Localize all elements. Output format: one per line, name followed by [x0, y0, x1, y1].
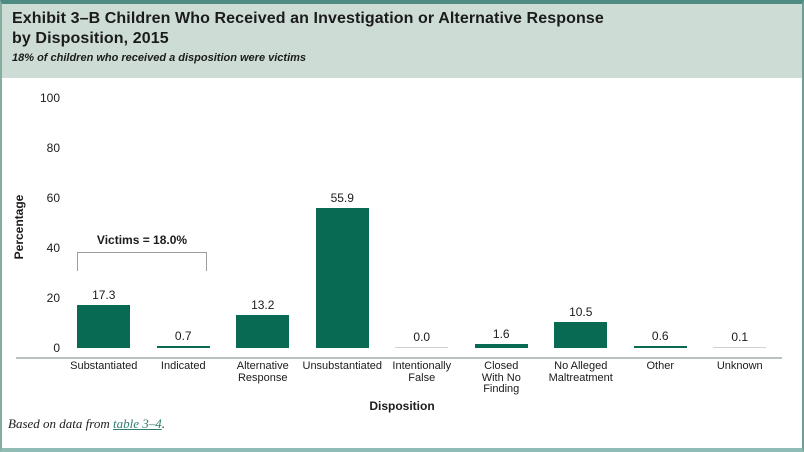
category-label-alternative-response: Alternative Response: [236, 360, 289, 384]
exhibit-header: Exhibit 3–B Children Who Received an Inv…: [2, 4, 802, 78]
value-label-substantiated: 17.3: [92, 288, 116, 302]
victims-bracket: [77, 252, 207, 271]
category-label-unknown: Unknown: [716, 360, 763, 372]
bar-indicated: [156, 346, 210, 348]
value-label-alternative-response: 13.2: [251, 298, 275, 312]
value-label-intentionally-false: 0.0: [413, 330, 431, 344]
bar-unknown: [713, 347, 767, 348]
value-label-unknown: 0.1: [731, 330, 749, 344]
bar-closed-with-no-finding: [474, 344, 528, 348]
value-label-unsubstantiated: 55.9: [330, 191, 354, 205]
y-tick-label-60: 60: [46, 191, 60, 205]
value-label-indicated: 0.7: [174, 329, 192, 343]
value-label-no-alleged-maltreatment: 10.5: [569, 305, 593, 319]
bar-other: [633, 346, 687, 348]
victims-annotation-label: Victims = 18.0%: [96, 233, 188, 247]
y-tick-label-80: 80: [46, 141, 60, 155]
value-label-other: 0.6: [651, 329, 669, 343]
category-label-unsubstantiated: Unsubstantiated: [302, 360, 383, 372]
bar-no-alleged-maltreatment: [554, 322, 608, 348]
bar-unsubstantiated: [315, 208, 369, 348]
table-3-4-link[interactable]: table 3–4: [112, 416, 162, 431]
source-note-period: .: [161, 416, 165, 431]
y-tick-label-100: 100: [39, 91, 60, 105]
value-label-closed-with-no-finding: 1.6: [492, 327, 510, 341]
source-note: Based on data from table 3–4.: [8, 416, 165, 432]
bar-intentionally-false: [395, 347, 449, 348]
category-label-closed-with-no-finding: Closed With No Finding: [481, 360, 521, 395]
exhibit-stage: Exhibit 3–B Children Who Received an Inv…: [2, 4, 802, 448]
y-tick-label-0: 0: [53, 341, 60, 355]
category-label-intentionally-false: Intentionally False: [392, 360, 452, 384]
x-axis-line: [16, 357, 782, 359]
category-label-indicated: Indicated: [160, 360, 206, 372]
category-label-no-alleged-maltreatment: No Alleged Maltreatment: [548, 360, 613, 384]
category-label-substantiated: Substantiated: [70, 360, 138, 372]
x-axis-title: Disposition: [369, 399, 435, 413]
y-tick-label-20: 20: [46, 291, 60, 305]
bar-alternative-response: [236, 315, 290, 348]
exhibit-title-line2: by Disposition, 2015: [12, 30, 169, 47]
y-tick-label-40: 40: [46, 241, 60, 255]
category-label-other: Other: [646, 360, 674, 372]
exhibit-title-line1: Exhibit 3–B Children Who Received an Inv…: [12, 10, 604, 27]
source-note-prefix: Based on data from: [8, 416, 113, 431]
exhibit-title: Exhibit 3–B Children Who Received an Inv…: [12, 9, 790, 49]
exhibit-subtitle: 18% of children who received a dispositi…: [12, 52, 307, 64]
bar-substantiated: [77, 305, 131, 348]
